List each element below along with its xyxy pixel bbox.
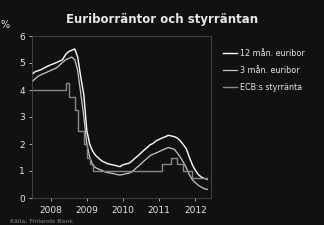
- ECB:s styrränta: [91, 163, 95, 166]
- 3 mån. euribor: [124, 172, 128, 175]
- ECB:s styrränta: [73, 109, 77, 112]
- ECB:s styrränta: [160, 163, 164, 166]
- ECB:s styrränta: [160, 170, 164, 172]
- 12 mån. euribor: [58, 60, 62, 63]
- Line: ECB:s styrränta: ECB:s styrränta: [32, 83, 207, 178]
- ECB:s styrränta: [76, 129, 80, 132]
- ECB:s styrränta: [169, 163, 173, 166]
- ECB:s styrränta: [64, 89, 68, 91]
- 3 mån. euribor: [205, 188, 209, 191]
- ECB:s styrränta: [91, 170, 95, 172]
- ECB:s styrränta: [191, 170, 194, 172]
- 12 mån. euribor: [124, 163, 128, 165]
- 3 mån. euribor: [37, 75, 40, 77]
- ECB:s styrränta: [181, 170, 185, 172]
- ECB:s styrränta: [154, 170, 158, 172]
- ECB:s styrränta: [88, 156, 92, 159]
- ECB:s styrränta: [175, 163, 179, 166]
- ECB:s styrränta: [94, 170, 98, 172]
- ECB:s styrränta: [85, 143, 89, 145]
- 12 mån. euribor: [79, 75, 83, 77]
- ECB:s styrränta: [82, 143, 86, 145]
- ECB:s styrränta: [30, 89, 34, 91]
- ECB:s styrränta: [76, 109, 80, 112]
- 3 mån. euribor: [58, 64, 62, 67]
- 12 mån. euribor: [205, 178, 209, 180]
- ECB:s styrränta: [67, 82, 71, 85]
- Text: Källa: Finlands Bank: Källa: Finlands Bank: [10, 219, 73, 224]
- 3 mån. euribor: [160, 149, 164, 152]
- 3 mån. euribor: [70, 56, 74, 58]
- ECB:s styrränta: [181, 163, 185, 166]
- ECB:s styrränta: [85, 156, 89, 159]
- ECB:s styrränta: [94, 170, 98, 172]
- Line: 3 mån. euribor: 3 mån. euribor: [32, 57, 207, 189]
- 12 mån. euribor: [160, 137, 164, 139]
- ECB:s styrränta: [82, 129, 86, 132]
- Text: %: %: [0, 20, 9, 29]
- ECB:s styrränta: [88, 163, 92, 166]
- 3 mån. euribor: [30, 80, 34, 83]
- ECB:s styrränta: [64, 82, 68, 85]
- 12 mån. euribor: [30, 72, 34, 75]
- ECB:s styrränta: [205, 176, 209, 179]
- ECB:s styrränta: [191, 176, 194, 179]
- Line: 12 mån. euribor: 12 mån. euribor: [32, 49, 207, 179]
- ECB:s styrränta: [169, 156, 173, 159]
- ECB:s styrränta: [67, 95, 71, 98]
- 3 mån. euribor: [49, 69, 52, 72]
- 12 mån. euribor: [73, 48, 77, 50]
- ECB:s styrränta: [73, 95, 77, 98]
- ECB:s styrränta: [175, 156, 179, 159]
- 12 mån. euribor: [37, 69, 40, 72]
- 3 mån. euribor: [79, 91, 83, 94]
- Legend: 12 mån. euribor, 3 mån. euribor, ECB:s styrränta: 12 mån. euribor, 3 mån. euribor, ECB:s s…: [222, 48, 306, 93]
- 12 mån. euribor: [49, 63, 52, 66]
- Text: Euriborräntor och styrräntan: Euriborräntor och styrräntan: [66, 14, 258, 27]
